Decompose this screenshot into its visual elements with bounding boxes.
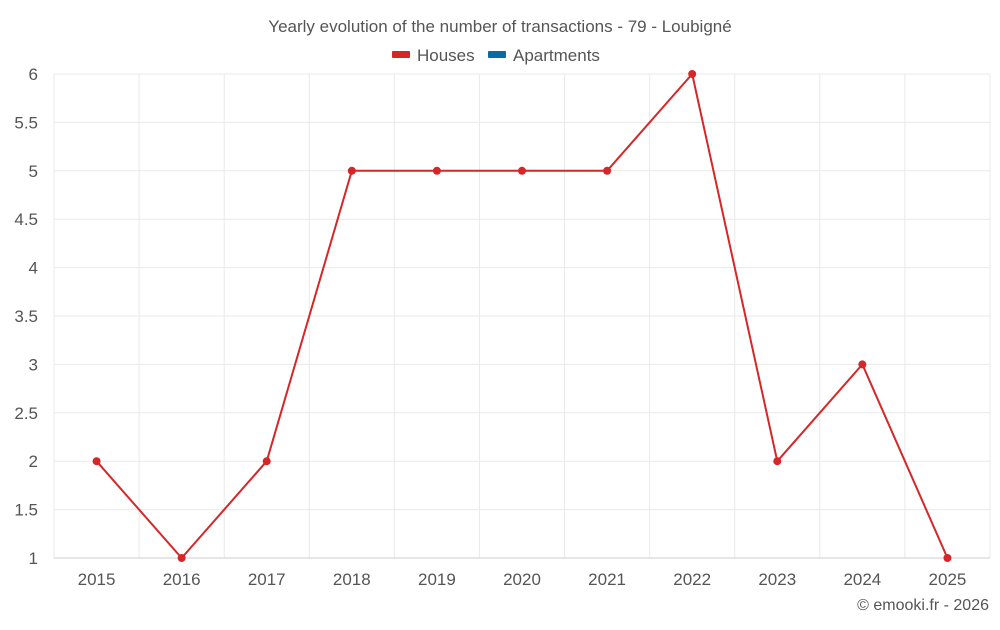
data-point-houses[interactable] bbox=[432, 166, 441, 175]
y-tick-label: 6 bbox=[29, 65, 38, 84]
x-tick-label: 2019 bbox=[418, 570, 456, 589]
data-point-houses[interactable] bbox=[347, 166, 356, 175]
y-tick-label: 1.5 bbox=[14, 501, 38, 520]
legend-swatch-houses[interactable] bbox=[392, 51, 410, 58]
x-tick-label: 2017 bbox=[248, 570, 286, 589]
data-point-houses[interactable] bbox=[518, 166, 526, 175]
y-tick-label: 4.5 bbox=[14, 210, 38, 229]
data-point-houses[interactable] bbox=[262, 457, 271, 466]
footer-credit: © emooki.fr - 2026 bbox=[857, 597, 989, 614]
y-tick-label: 2 bbox=[29, 452, 38, 471]
data-point-houses[interactable] bbox=[858, 360, 867, 369]
data-point-houses[interactable] bbox=[943, 554, 952, 562]
legend-label-houses[interactable]: Houses bbox=[417, 46, 475, 65]
data-point-houses[interactable] bbox=[773, 457, 782, 466]
x-tick-label: 2024 bbox=[843, 570, 881, 589]
y-tick-label: 4 bbox=[29, 259, 38, 278]
legend-label-apartments[interactable]: Apartments bbox=[513, 46, 600, 65]
legend-swatch-apartments[interactable] bbox=[488, 51, 506, 58]
y-tick-label: 3.5 bbox=[14, 307, 38, 326]
data-point-houses[interactable] bbox=[688, 70, 697, 78]
y-tick-label: 1 bbox=[29, 549, 38, 568]
x-tick-label: 2016 bbox=[163, 570, 201, 589]
chart-title: Yearly evolution of the number of transa… bbox=[268, 17, 731, 36]
y-tick-label: 5 bbox=[29, 162, 38, 181]
x-tick-label: 2022 bbox=[673, 570, 711, 589]
x-tick-label: 2015 bbox=[78, 570, 116, 589]
x-tick-label: 2018 bbox=[333, 570, 371, 589]
series bbox=[92, 70, 952, 562]
legend: Houses Apartments bbox=[392, 46, 600, 65]
data-point-houses[interactable] bbox=[177, 554, 186, 562]
x-tick-label: 2023 bbox=[758, 570, 796, 589]
x-tick-label: 2021 bbox=[588, 570, 626, 589]
grid bbox=[53, 73, 991, 559]
y-tick-label: 5.5 bbox=[14, 113, 38, 132]
axes: 1 1.5 2 2.5 3 3.5 4 4.5 5 5.5 6 2015 2016 2017 2018 201… bbox=[14, 65, 966, 589]
y-tick-label: 3 bbox=[29, 355, 38, 374]
data-point-houses[interactable] bbox=[603, 166, 612, 175]
data-point-houses[interactable] bbox=[92, 457, 101, 466]
x-tick-label: 2025 bbox=[929, 570, 967, 589]
y-tick-label: 2.5 bbox=[14, 404, 38, 423]
x-tick-label: 2020 bbox=[503, 570, 541, 589]
